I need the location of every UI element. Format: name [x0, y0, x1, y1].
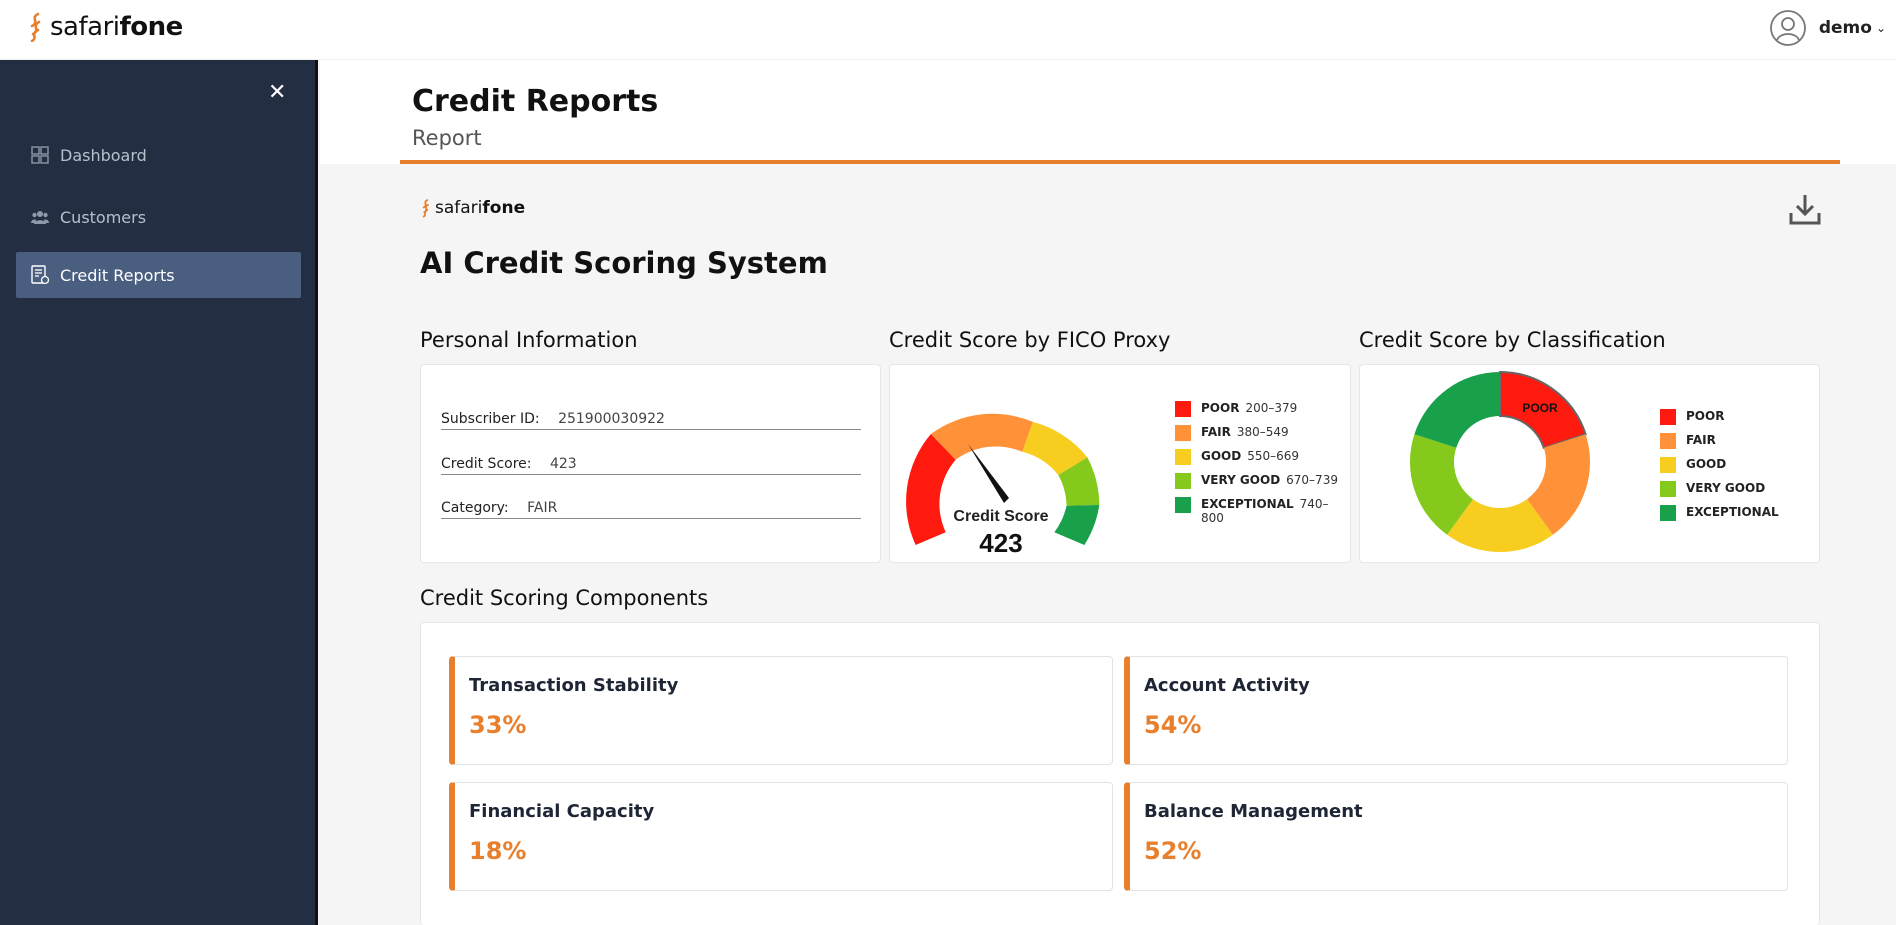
legend-swatch	[1175, 401, 1191, 417]
sidebar: ✕ Dashboard Customers Credit Reports	[0, 60, 318, 925]
gauge-segment-exceptional	[1054, 504, 1100, 545]
close-sidebar-icon[interactable]: ✕	[268, 80, 287, 105]
sidebar-item-label: Credit Reports	[60, 265, 175, 285]
safarifone-logo-icon	[30, 12, 41, 42]
sidebar-item-credit-reports[interactable]: Credit Reports	[16, 252, 301, 298]
donut-slice-very-good	[1409, 434, 1473, 535]
donut-slice-exceptional	[1414, 372, 1500, 448]
component-value: 18%	[469, 837, 527, 865]
legend-item-exceptional: EXCEPTIONAL	[1660, 505, 1785, 521]
legend-swatch	[1175, 449, 1191, 465]
legend-swatch	[1660, 481, 1676, 497]
download-icon	[1789, 195, 1821, 225]
gauge-segment-very-good	[1058, 457, 1100, 506]
component-card-balance-management: Balance Management 52%	[1124, 782, 1788, 891]
users-icon	[30, 207, 50, 227]
classification-legend: POOR FAIR GOOD VERY GOOD EXCEPTIONAL	[1660, 409, 1785, 529]
legend-item-fair: FAIR 380–549	[1175, 425, 1338, 441]
component-name: Account Activity	[1144, 675, 1310, 696]
grid-icon	[30, 145, 50, 165]
component-card-account-activity: Account Activity 54%	[1124, 656, 1788, 765]
brand-logo[interactable]: safarifone	[26, 12, 183, 42]
gauge-needle	[968, 444, 1009, 503]
header-divider	[400, 160, 1840, 164]
fico-legend: POOR 200–379 FAIR 380–549 GOOD 550–669 VERY…	[1175, 401, 1338, 533]
report-logo-text: safarifone	[435, 198, 526, 218]
gauge-score: 423	[979, 528, 1022, 558]
legend-item-poor: POOR	[1660, 409, 1785, 425]
sidebar-item-label: Customers	[60, 207, 147, 227]
donut-slice-good	[1447, 499, 1553, 552]
user-name: demo	[1818, 18, 1872, 38]
legend-swatch	[1660, 457, 1676, 473]
component-name: Transaction Stability	[469, 675, 679, 696]
fico-card: Credit Score 423 POOR 200–379 FAIR 380–549…	[889, 364, 1351, 563]
gauge-segment-fair	[930, 413, 1033, 460]
download-button[interactable]	[1788, 192, 1822, 226]
donut-highlight-label: POOR	[1522, 401, 1558, 415]
legend-item-fair: FAIR	[1660, 433, 1785, 449]
credit-score-label: Credit Score:	[441, 456, 532, 472]
legend-item-poor: POOR 200–379	[1175, 401, 1338, 417]
subscriber-id-label: Subscriber ID:	[441, 411, 540, 427]
legend-item-good: GOOD	[1660, 457, 1785, 473]
classification-heading: Credit Score by Classification	[1359, 328, 1666, 352]
category-row: Category: FAIR	[441, 500, 861, 519]
gauge-label: Credit Score	[953, 508, 1048, 525]
legend-swatch	[1175, 473, 1191, 489]
gauge-segment-poor	[906, 434, 956, 545]
fico-heading: Credit Score by FICO Proxy	[889, 328, 1171, 352]
donut-slice-fair	[1527, 434, 1590, 535]
component-name: Financial Capacity	[469, 801, 655, 822]
page-header: Credit Reports Report	[320, 60, 1896, 164]
component-value: 33%	[469, 711, 527, 739]
components-card: Transaction Stability 33% Account Activi…	[420, 622, 1820, 925]
credit-score-value: 423	[549, 456, 577, 472]
donut-chart: POOR	[1409, 370, 1590, 552]
component-value: 52%	[1144, 837, 1202, 865]
user-menu[interactable]: demo ⌄	[1769, 9, 1886, 47]
legend-item-very-good: VERY GOOD	[1660, 481, 1785, 497]
page-subtitle: Report	[412, 126, 482, 150]
components-heading: Credit Scoring Components	[420, 586, 709, 610]
legend-swatch	[1175, 497, 1191, 513]
subscriber-id-row: Subscriber ID: 251900030922	[441, 411, 861, 430]
category-label: Category:	[441, 500, 509, 516]
sidebar-item-dashboard[interactable]: Dashboard	[16, 132, 301, 178]
gauge-chart: Credit Score 423	[906, 413, 1100, 558]
legend-swatch	[1660, 409, 1676, 425]
safarifone-logo-icon	[422, 199, 429, 218]
legend-swatch	[1175, 425, 1191, 441]
category-value: FAIR	[527, 500, 558, 516]
component-name: Balance Management	[1144, 801, 1363, 822]
classification-card: POOR POOR FAIR GOOD VERY GOOD EXCEPTIONA…	[1359, 364, 1820, 563]
legend-item-exceptional: EXCEPTIONAL 740–800	[1175, 497, 1335, 525]
component-card-financial-capacity: Financial Capacity 18%	[449, 782, 1113, 891]
donut-slice-poor	[1499, 370, 1587, 450]
report-icon	[30, 265, 50, 285]
personal-info-card: Subscriber ID: 251900030922 Credit Score…	[420, 364, 881, 563]
page-title: Credit Reports	[412, 84, 659, 119]
subscriber-id-value: 251900030922	[558, 411, 665, 427]
legend-item-good: GOOD 550–669	[1175, 449, 1338, 465]
brand-name: safarifone	[50, 12, 183, 42]
component-value: 54%	[1144, 711, 1202, 739]
legend-swatch	[1660, 433, 1676, 449]
sidebar-item-label: Dashboard	[60, 145, 147, 165]
personal-info-heading: Personal Information	[420, 328, 638, 352]
report-logo: safarifone	[420, 198, 525, 218]
chevron-down-icon: ⌄	[1875, 21, 1886, 35]
top-bar: safarifone demo ⌄	[0, 0, 1896, 60]
legend-swatch	[1660, 505, 1676, 521]
credit-score-row: Credit Score: 423	[441, 456, 861, 475]
sidebar-item-customers[interactable]: Customers	[16, 194, 301, 240]
user-avatar-icon	[1769, 10, 1806, 46]
report-title: AI Credit Scoring System	[420, 246, 828, 280]
component-card-transaction-stability: Transaction Stability 33%	[449, 656, 1113, 765]
gauge-segment-good	[1022, 421, 1088, 475]
legend-item-very-good: VERY GOOD 670–739	[1175, 473, 1338, 489]
